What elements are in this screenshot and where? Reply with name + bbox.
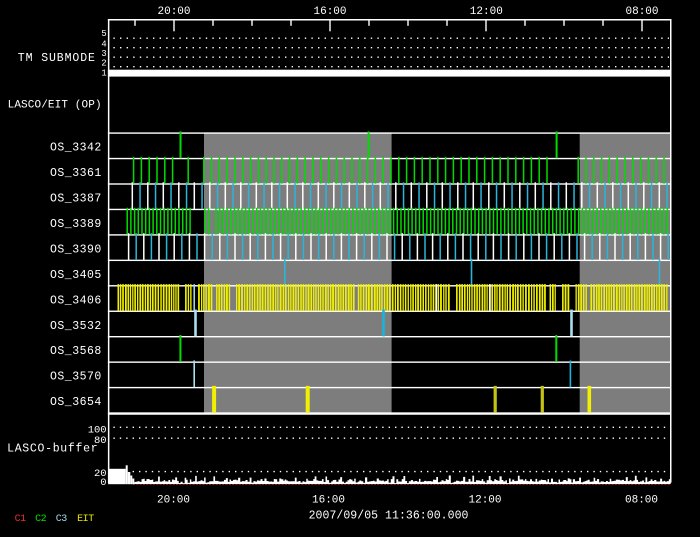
svg-text:16:00: 16:00 xyxy=(314,6,347,18)
svg-text:5: 5 xyxy=(101,29,106,39)
svg-text:16:00: 16:00 xyxy=(312,495,345,507)
svg-text:OS_3570: OS_3570 xyxy=(50,371,102,384)
svg-text:0: 0 xyxy=(100,477,106,489)
svg-text:LASCO-buffer: LASCO-buffer xyxy=(7,443,98,456)
svg-text:2007/09/05 11:36:00.000: 2007/09/05 11:36:00.000 xyxy=(309,510,469,523)
svg-text:3: 3 xyxy=(101,49,106,59)
svg-text:100: 100 xyxy=(88,424,107,436)
svg-text:08:00: 08:00 xyxy=(625,495,658,507)
svg-text:OS_3406: OS_3406 xyxy=(50,294,102,307)
svg-text:20: 20 xyxy=(94,468,107,480)
svg-text:20:00: 20:00 xyxy=(157,495,190,507)
svg-text:4: 4 xyxy=(101,40,106,50)
svg-text:12:00: 12:00 xyxy=(470,6,503,18)
svg-text:EIT: EIT xyxy=(77,514,94,525)
svg-text:OS_3389: OS_3389 xyxy=(50,218,102,231)
svg-text:OS_3654: OS_3654 xyxy=(50,396,102,409)
svg-text:20:00: 20:00 xyxy=(158,6,191,18)
svg-text:OS_3361: OS_3361 xyxy=(50,167,102,180)
svg-text:OS_3405: OS_3405 xyxy=(50,269,102,282)
svg-text:TM SUBMODE: TM SUBMODE xyxy=(18,52,96,65)
svg-text:OS_3390: OS_3390 xyxy=(50,243,102,256)
svg-text:C3: C3 xyxy=(56,514,68,525)
svg-text:80: 80 xyxy=(94,435,107,447)
svg-text:08:00: 08:00 xyxy=(626,6,659,18)
svg-text:12:00: 12:00 xyxy=(469,495,502,507)
svg-text:C2: C2 xyxy=(35,514,47,525)
svg-text:LASCO/EIT (OP): LASCO/EIT (OP) xyxy=(8,100,102,112)
svg-text:OS_3568: OS_3568 xyxy=(50,345,102,358)
svg-text:OS_3342: OS_3342 xyxy=(50,142,102,155)
svg-text:OS_3532: OS_3532 xyxy=(50,320,102,333)
svg-text:C1: C1 xyxy=(15,514,27,525)
svg-text:OS_3387: OS_3387 xyxy=(50,193,102,206)
svg-text:2: 2 xyxy=(101,59,106,69)
svg-text:1: 1 xyxy=(101,69,106,79)
